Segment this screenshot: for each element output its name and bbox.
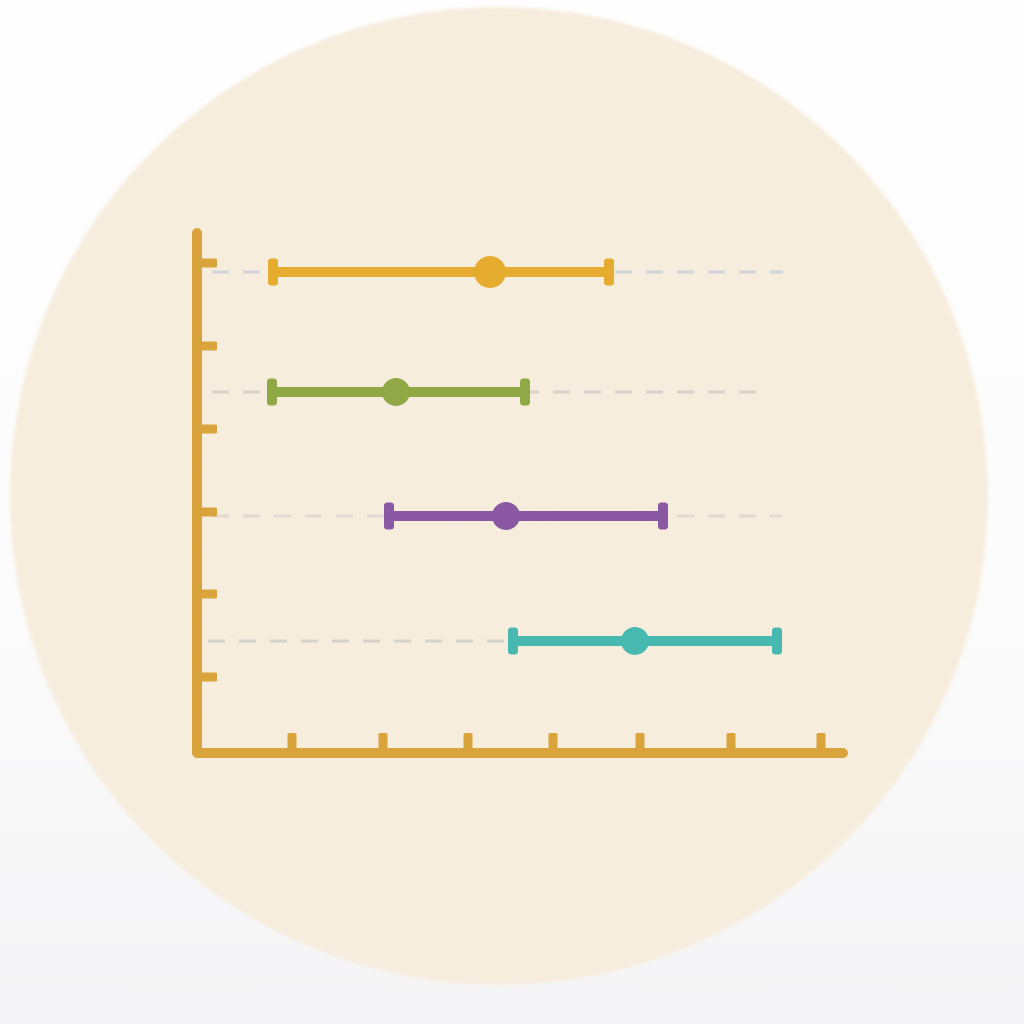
y-axis-tick-2 [200, 341, 217, 351]
x-axis-tick-7 [816, 733, 826, 750]
error-bar-cap-low-row-1 [268, 258, 278, 286]
y-axis-tick-1 [200, 258, 217, 268]
error-bar-cap-low-row-3 [384, 502, 394, 530]
error-bar-cap-high-row-4 [772, 627, 782, 655]
y-axis-tick-5 [200, 589, 217, 599]
x-axis-tick-6 [726, 733, 736, 750]
error-bar-cap-low-row-4 [508, 627, 518, 655]
x-axis-tick-1 [287, 733, 297, 750]
x-axis-tick-5 [635, 733, 645, 750]
x-axis-tick-3 [463, 733, 473, 750]
error-bar-cap-high-row-3 [658, 502, 668, 530]
data-point-row-3 [492, 502, 520, 530]
error-bar-cap-high-row-2 [520, 378, 530, 406]
data-point-row-1 [474, 256, 506, 288]
axis-lines [192, 228, 848, 758]
error-bar-cap-high-row-1 [604, 258, 614, 286]
y-axis-tick-4 [200, 507, 217, 517]
y-axis-tick-3 [200, 424, 217, 434]
circle-texture [10, 7, 988, 985]
x-axis-tick-2 [378, 733, 388, 750]
x-axis-tick-4 [548, 733, 558, 750]
data-point-row-2 [382, 378, 410, 406]
error-bar-cap-low-row-2 [267, 378, 277, 406]
y-axis-tick-6 [200, 672, 217, 682]
data-point-row-4 [621, 627, 649, 655]
